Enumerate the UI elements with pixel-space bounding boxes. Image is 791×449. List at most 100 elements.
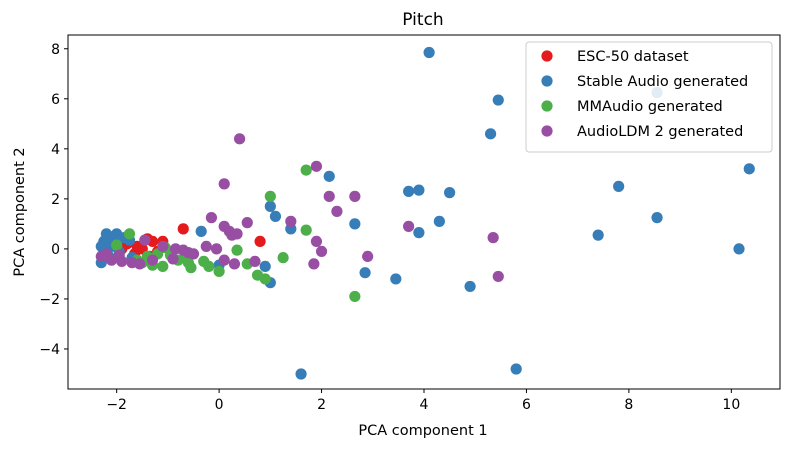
legend-label: AudioLDM 2 generated — [577, 124, 743, 140]
data-point — [218, 254, 230, 266]
data-point — [433, 215, 445, 227]
data-point — [743, 163, 755, 175]
data-point — [592, 229, 604, 241]
data-point — [362, 250, 374, 263]
x-tick-label: 6 — [522, 397, 531, 413]
data-point — [177, 223, 189, 235]
series-4 — [95, 133, 504, 283]
legend: ESC-50 dataset Stable Audio generated MMAu… — [525, 41, 773, 153]
data-point — [444, 187, 456, 199]
y-tick-label: 8 — [51, 42, 60, 58]
data-point — [167, 253, 179, 265]
x-tick-label: −2 — [106, 397, 127, 413]
data-point — [413, 184, 425, 196]
data-point — [403, 220, 415, 232]
data-point — [464, 280, 476, 293]
data-point — [157, 260, 169, 273]
data-point — [218, 178, 230, 190]
data-point — [203, 260, 215, 273]
data-point — [259, 273, 271, 285]
data-point — [213, 265, 225, 278]
y-tick-label: 4 — [51, 142, 60, 158]
points-layer — [95, 46, 755, 380]
data-point — [210, 243, 223, 255]
data-point — [492, 94, 504, 106]
data-point — [100, 248, 113, 260]
legend-marker — [541, 125, 553, 137]
data-point — [185, 262, 197, 274]
data-point — [484, 128, 497, 140]
data-point — [234, 133, 246, 145]
data-point — [146, 254, 159, 266]
x-tick-label: 0 — [215, 397, 224, 413]
data-point — [323, 170, 335, 182]
y-tick-label: −2 — [39, 292, 60, 308]
data-point — [300, 224, 312, 236]
x-tick-label: 10 — [722, 397, 740, 413]
data-point — [100, 228, 113, 240]
data-point — [228, 258, 241, 270]
data-point — [285, 215, 297, 227]
data-point — [123, 228, 136, 240]
data-point — [733, 243, 745, 255]
data-point — [254, 235, 266, 247]
x-axis-label: PCA component 1 — [358, 423, 487, 439]
data-point — [195, 225, 207, 237]
legend-label: ESC-50 dataset — [577, 49, 689, 65]
chart-title: Pitch — [402, 10, 443, 30]
data-point — [111, 239, 123, 251]
data-point — [295, 368, 307, 380]
data-point — [113, 249, 125, 261]
y-tick-label: −4 — [39, 342, 60, 358]
legend-marker — [541, 100, 553, 112]
legend-marker — [541, 75, 553, 87]
data-point — [390, 273, 402, 285]
data-point — [323, 190, 335, 202]
x-tick-label: 4 — [420, 397, 429, 413]
data-point — [269, 210, 282, 222]
data-point — [349, 218, 361, 230]
data-point — [492, 270, 504, 283]
data-point — [226, 229, 238, 241]
data-point — [651, 212, 663, 224]
data-point — [264, 200, 276, 212]
legend-box — [525, 41, 773, 153]
data-point — [310, 235, 323, 247]
y-axis-label: PCA component 2 — [12, 147, 28, 276]
y-tick-label: 6 — [51, 92, 60, 108]
ticks-layer: −2 0 2 4 6 8 10 −4 −2 0 2 4 6 8 — [39, 42, 740, 413]
y-tick-label: 2 — [51, 192, 60, 208]
data-point — [349, 290, 361, 303]
data-point — [315, 245, 328, 257]
data-point — [205, 212, 218, 224]
y-tick-label: 0 — [51, 242, 60, 258]
data-point — [241, 217, 253, 229]
data-point — [349, 190, 361, 202]
data-point — [134, 258, 146, 270]
legend-marker — [541, 50, 553, 62]
data-point — [308, 258, 320, 270]
data-point — [264, 190, 276, 202]
data-point — [359, 267, 371, 279]
data-point — [231, 244, 243, 256]
data-point — [487, 232, 499, 244]
x-tick-label: 2 — [317, 397, 326, 413]
plot-frame — [67, 34, 781, 390]
data-point — [331, 205, 343, 217]
data-point — [249, 255, 261, 268]
data-point — [139, 234, 151, 246]
data-point — [413, 227, 425, 239]
data-point — [182, 247, 194, 259]
data-point — [200, 240, 212, 252]
data-point — [157, 240, 169, 252]
data-point — [310, 160, 323, 172]
data-point — [259, 260, 271, 273]
data-point — [423, 46, 435, 59]
legend-label: Stable Audio generated — [577, 74, 748, 90]
legend-label: MMAudio generated — [577, 99, 723, 115]
data-point — [277, 252, 289, 264]
data-point — [300, 164, 312, 176]
data-point — [613, 180, 625, 192]
